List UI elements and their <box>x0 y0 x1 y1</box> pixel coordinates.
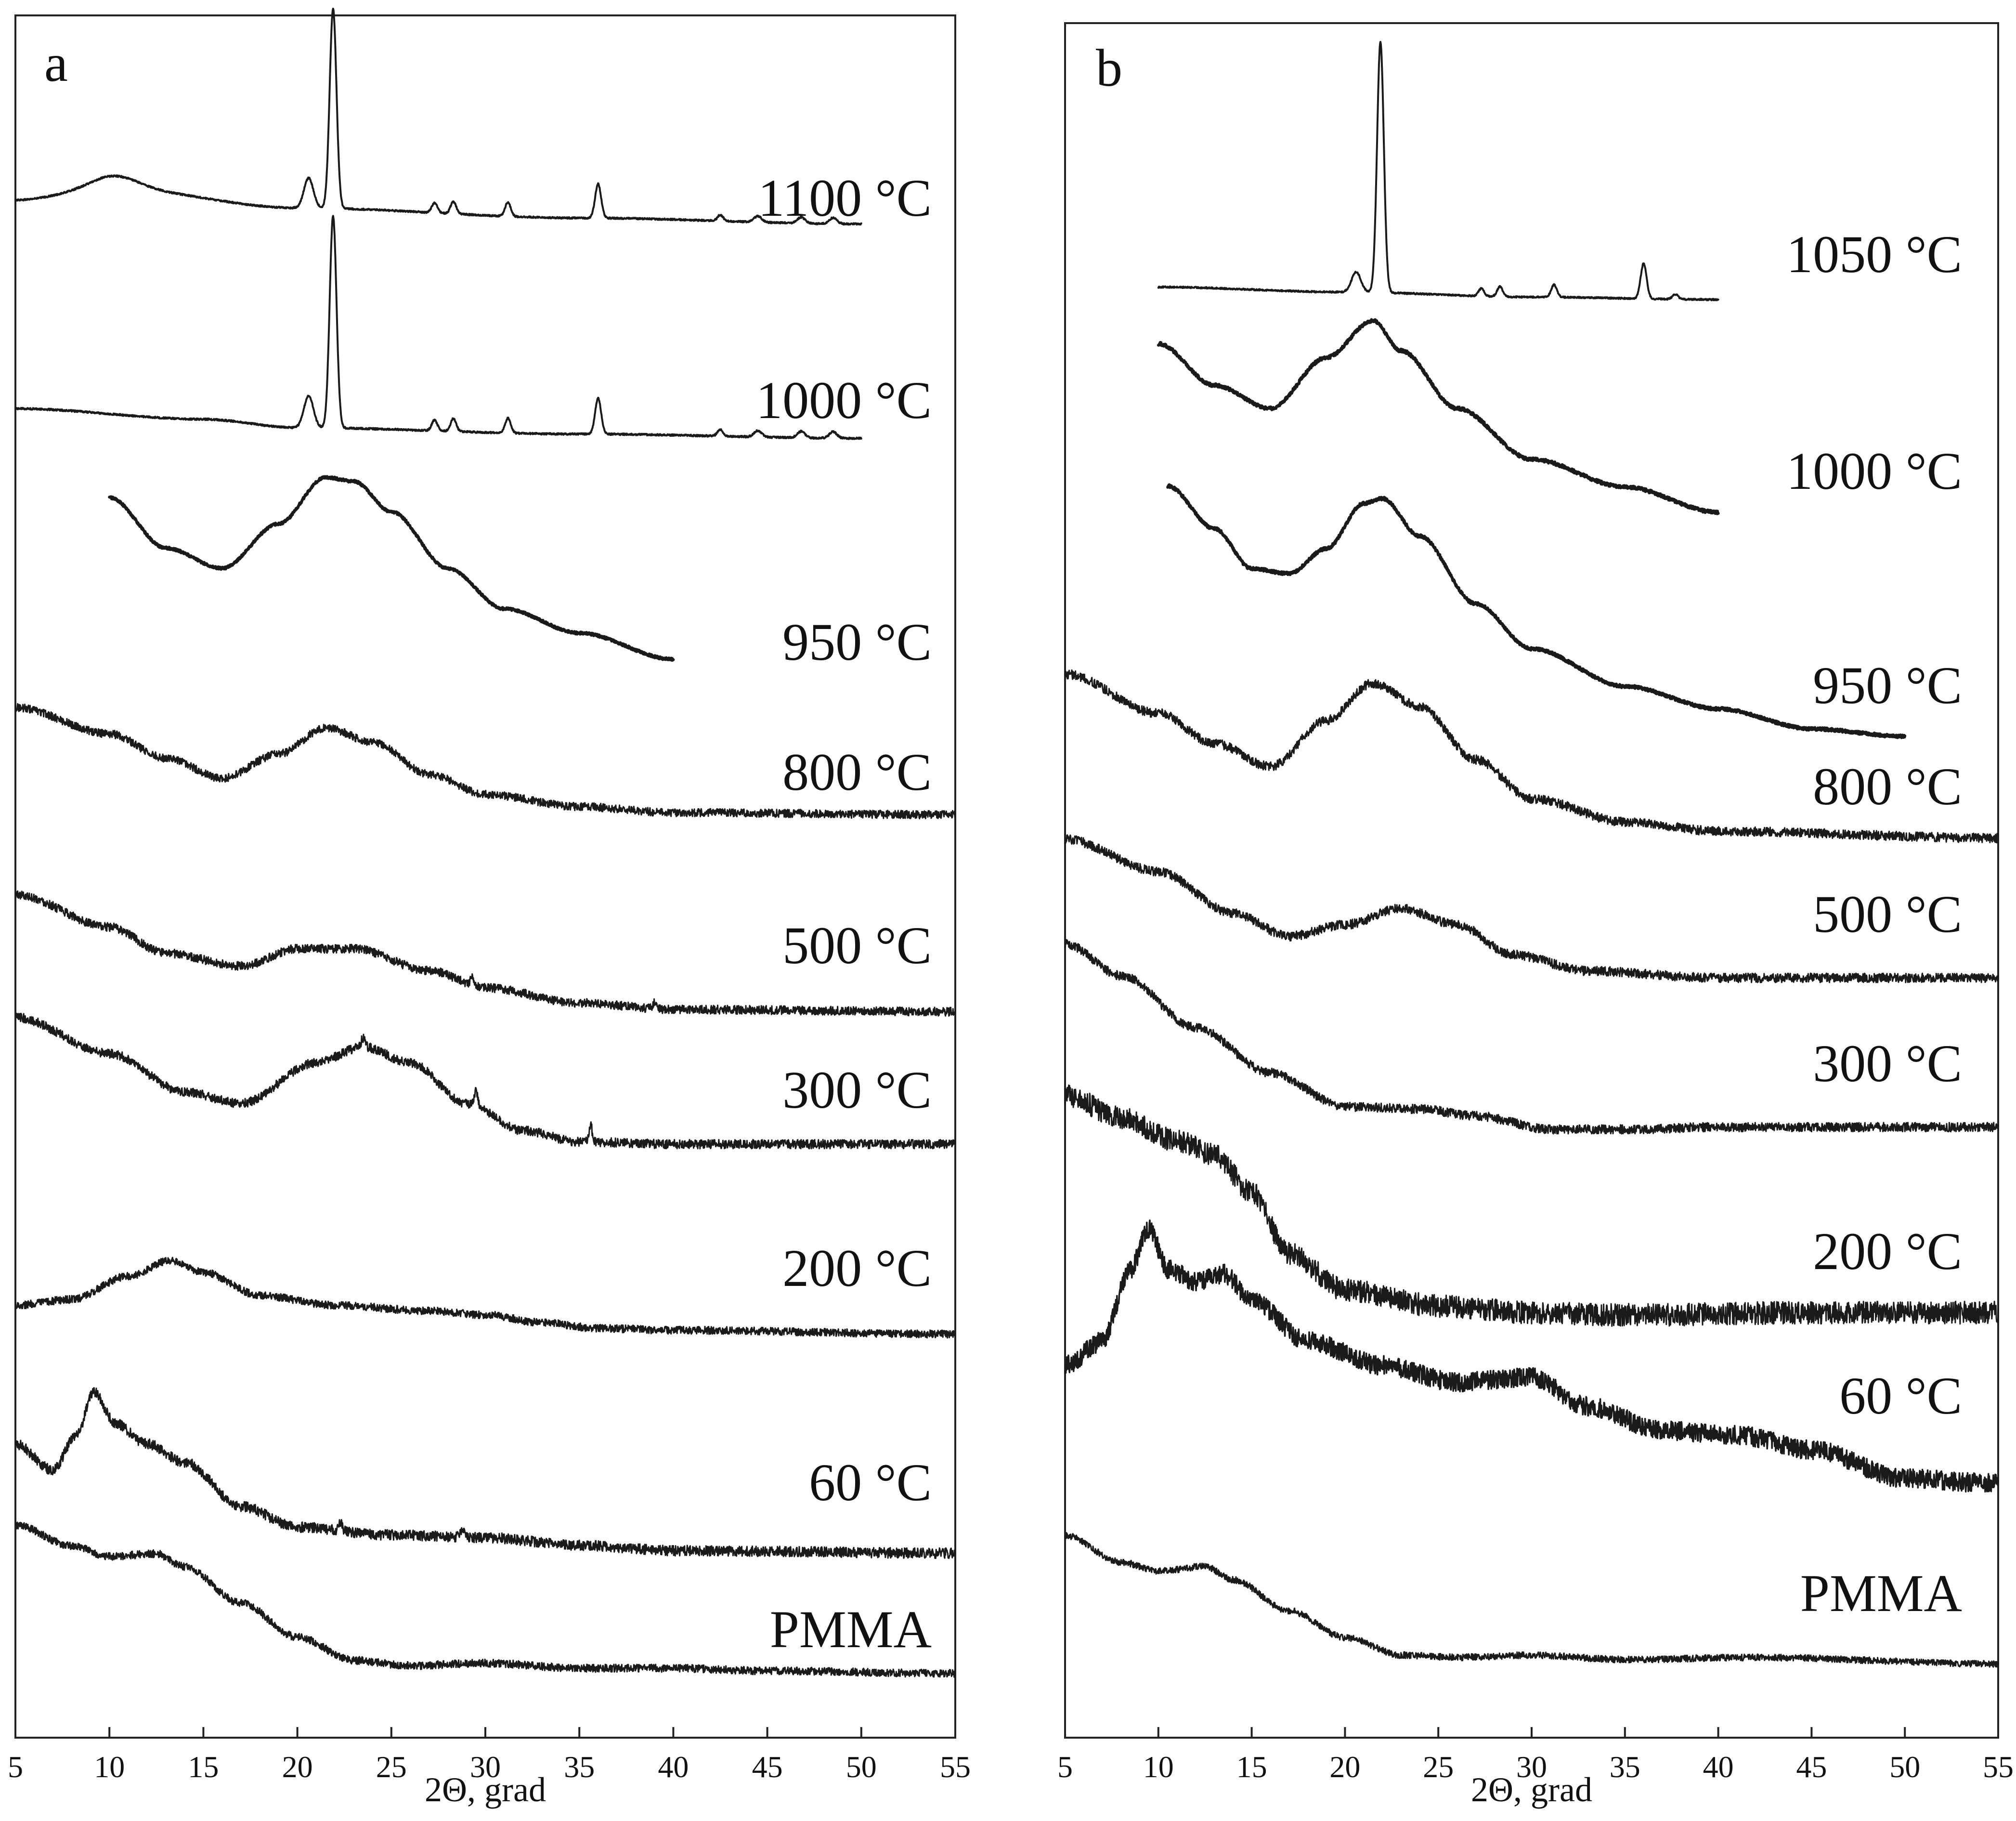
x-tick-label: 30 <box>1516 1750 1547 1784</box>
x-tick-label: 50 <box>846 1750 877 1784</box>
series-label: 1000 °C <box>756 371 932 430</box>
series-line-60-c <box>14 1387 956 1559</box>
series-label: PMMA <box>1800 1564 1962 1623</box>
series-label: 950 °C <box>782 613 932 671</box>
series-label: 500 °C <box>1813 885 1962 943</box>
x-tick-label: 20 <box>1329 1750 1360 1784</box>
x-tick-label: 35 <box>564 1750 595 1784</box>
x-tick-label: 55 <box>1983 1750 2014 1784</box>
series-line-pmma <box>14 1521 956 1678</box>
panel-b-curves: 1050 °C 1000 °C 950 °C 800 °C 500 °C 300 °C 20… <box>1064 41 1999 1668</box>
series-line-950-c <box>108 475 675 662</box>
x-tick-label: 40 <box>1703 1750 1734 1784</box>
series-line-300-c <box>14 1012 956 1150</box>
series-label: 800 °C <box>782 743 932 801</box>
x-tick-label: 45 <box>1796 1750 1827 1784</box>
series-line-1000-c <box>14 215 862 440</box>
series-label: 200 °C <box>1813 1222 1962 1281</box>
series-label: 800 °C <box>1813 757 1962 816</box>
series-line-1050-c <box>1157 41 1719 301</box>
series-line-500-c <box>1064 834 1999 983</box>
x-tick-label: 45 <box>752 1750 783 1784</box>
panel-b-x-axis: 5 10 15 20 25 30 35 40 45 50 55 <box>1057 1727 2014 1784</box>
series-line-60-c <box>1064 1219 1999 1493</box>
series-label: 1050 °C <box>1786 225 1962 284</box>
panel-b: b 1050 °C 1000 °C 950 °C 800 °C 500 °C 300 °C… <box>1057 22 2014 1809</box>
series-label: 300 °C <box>1813 1034 1962 1093</box>
series-label: 500 °C <box>782 916 932 975</box>
panel-a-curves: 1100 °C 1000 °C 950 °C 800 °C 500 °C 300 °C 20… <box>14 7 956 1678</box>
x-tick-label: 25 <box>376 1750 407 1784</box>
series-label: 1100 °C <box>758 169 932 227</box>
x-tick-label: 40 <box>658 1750 689 1784</box>
x-tick-label: 55 <box>940 1750 971 1784</box>
series-line-300-c <box>1064 939 1999 1135</box>
x-tick-label: 35 <box>1610 1750 1640 1784</box>
x-tick-label: 30 <box>470 1750 501 1784</box>
series-line-500-c <box>14 890 956 1017</box>
x-tick-label: 10 <box>1143 1750 1174 1784</box>
series-line-950-c <box>1166 483 1907 739</box>
panel-a-letter: a <box>44 34 68 92</box>
x-tick-label: 15 <box>188 1750 219 1784</box>
x-tick-label: 25 <box>1423 1750 1454 1784</box>
series-line-800-c <box>1064 669 1999 844</box>
series-label: 300 °C <box>782 1061 932 1119</box>
series-label: 200 °C <box>782 1239 932 1297</box>
series-line-1100-c <box>14 7 862 226</box>
x-tick-label: 15 <box>1236 1750 1267 1784</box>
panel-a-x-axis-title: 2Θ, grad <box>425 1770 546 1809</box>
series-line-pmma <box>1064 1532 1999 1668</box>
series-label: 60 °C <box>1839 1366 1962 1425</box>
series-line-200-c <box>1064 1084 1999 1327</box>
panel-a-x-axis: 5 10 15 20 25 30 35 40 45 50 55 <box>8 1727 971 1784</box>
x-tick-label: 20 <box>282 1750 313 1784</box>
x-tick-label: 5 <box>1057 1750 1073 1784</box>
series-label: 60 °C <box>809 1453 932 1512</box>
series-label: 1000 °C <box>1786 442 1962 500</box>
x-tick-label: 10 <box>94 1750 125 1784</box>
series-line-200-c <box>14 1257 956 1339</box>
panel-b-letter: b <box>1096 39 1122 97</box>
panel-b-x-axis-title: 2Θ, grad <box>1471 1770 1592 1809</box>
panel-a: a 1100 °C 1000 °C 950 °C 800 °C 500 °C 300 °C… <box>8 7 971 1809</box>
series-line-800-c <box>14 703 956 820</box>
series-line-1000-c <box>1157 318 1720 515</box>
series-label: PMMA <box>770 1600 932 1659</box>
series-label: 950 °C <box>1813 656 1962 715</box>
x-tick-label: 5 <box>8 1750 23 1784</box>
x-tick-label: 50 <box>1889 1750 1920 1784</box>
